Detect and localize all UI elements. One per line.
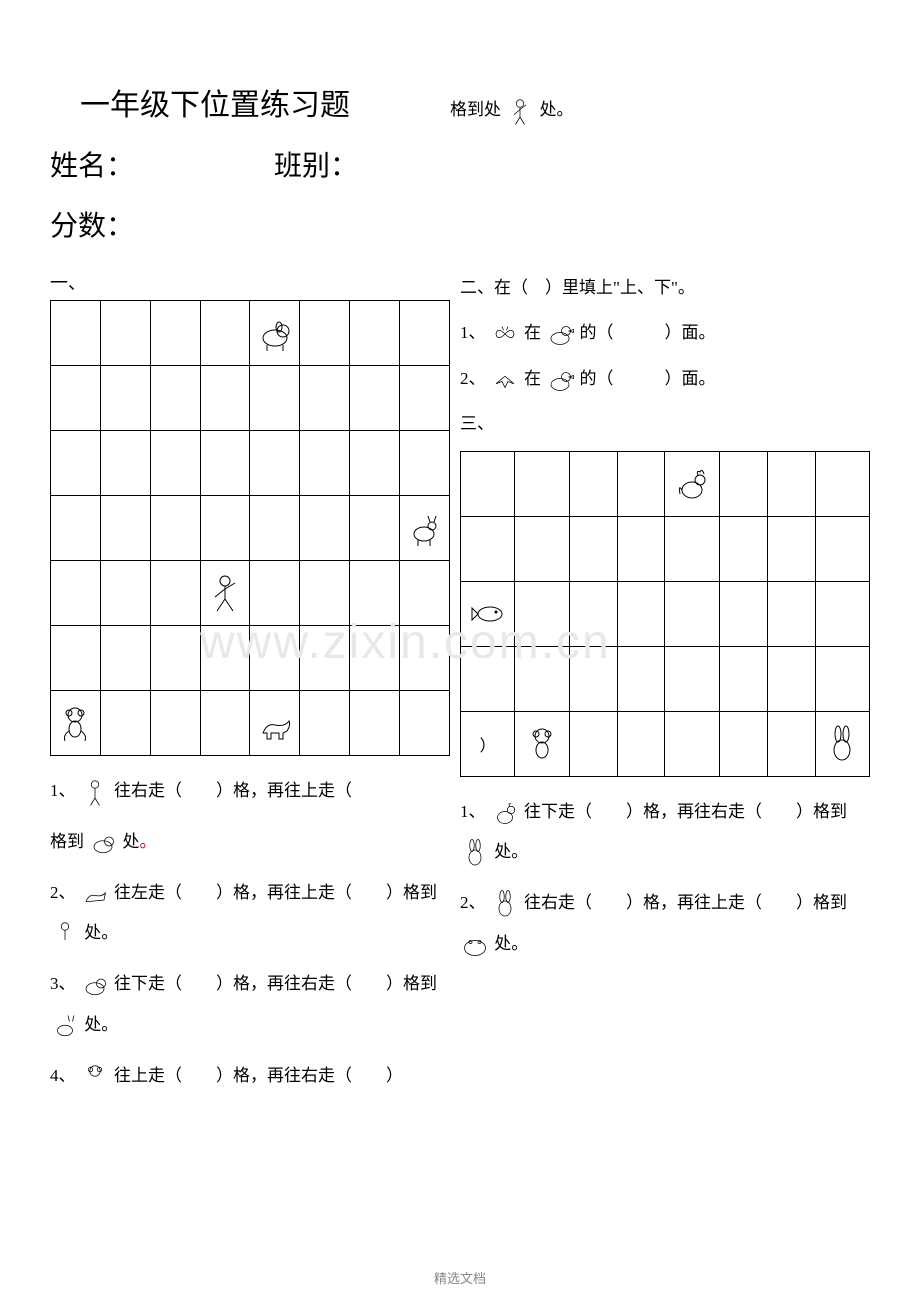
questions-one: 1、 往右走（ ）格，再往上走（ 格到 处。 2、 往左走（ ）格，再往上走（ … — [50, 771, 450, 1097]
q-num: 2、 — [50, 883, 76, 902]
elf-icon — [505, 96, 535, 126]
questions-three: 1、 往下走（ ）格，再往右走（ ）格到 处。 2、 往右走（ ）格，再往上走（… — [460, 792, 870, 965]
section-two: 二、在（ ）里填上"上、下"。 1、 在 的（ ）面。 2、 在 的（ ）面。 … — [460, 269, 870, 443]
q3-2: 2、 往右走（ ）格，再往上走（ ）格到 处。 — [460, 883, 870, 965]
q-text: 格到 — [50, 832, 84, 851]
q-text: 往右走（ ）格，再往上走（ — [114, 781, 352, 800]
q-text: 往右走（ ）格，再往上走（ ）格到 — [524, 893, 847, 912]
rooster-icon — [672, 464, 712, 504]
q-text: 往上走（ ）格，再往右走（ ） — [114, 1066, 403, 1085]
q1-1b: 格到 处。 — [50, 822, 450, 863]
q-text: 的（ ）面。 — [580, 369, 716, 388]
dinosaur-icon — [255, 703, 295, 743]
name-label: 姓名： — [50, 144, 134, 184]
q-text: 往左走（ ）格，再往上走（ ）格到 — [114, 883, 437, 902]
q-num: 4、 — [50, 1066, 76, 1085]
column-right: 二、在（ ）里填上"上、下"。 1、 在 的（ ）面。 2、 在 的（ ）面。 … — [460, 269, 870, 1107]
rabbit-icon — [822, 724, 862, 764]
q2-1: 1、 在 的（ ）面。 — [460, 314, 870, 351]
section-one-marker: 一、 — [50, 269, 450, 295]
q-num: 1、 — [50, 781, 76, 800]
duck-icon — [545, 319, 575, 349]
q-num: 1、 — [460, 323, 486, 342]
dog-icon — [88, 828, 118, 858]
header-line: 姓名： 班别： — [50, 144, 870, 184]
monkey-icon — [55, 703, 95, 743]
grid-one — [50, 300, 450, 756]
score-line: 分数： — [50, 204, 870, 244]
elf-icon — [205, 573, 245, 613]
deer-icon — [50, 1011, 80, 1041]
frag-prefix: 格到处 — [450, 100, 501, 119]
class-label: 班别： — [274, 144, 358, 184]
q-text: 往下走（ ）格，再往右走（ ）格到 — [524, 802, 847, 821]
elf-icon — [80, 777, 110, 807]
q-text: 处 — [123, 832, 140, 851]
frag-suffix: 处。 — [540, 100, 574, 119]
q-text: 往下走（ ）格，再往右走（ ）格到 — [114, 974, 437, 993]
q-text: 在 — [524, 369, 541, 388]
eagle-icon — [490, 365, 520, 395]
q1-3: 3、 往下走（ ）格，再往右走（ ）格到 处。 — [50, 964, 450, 1046]
rabbit-icon — [460, 838, 490, 868]
q3-1: 1、 往下走（ ）格，再往右走（ ）格到 处。 — [460, 792, 870, 874]
q-num: 2、 — [460, 893, 486, 912]
hippo-icon — [460, 930, 490, 960]
section-two-heading: 二、在（ ）里填上"上、下"。 — [460, 269, 870, 306]
dog-icon — [80, 970, 110, 1000]
q1-4: 4、 往上走（ ）格，再往右走（ ） — [50, 1056, 450, 1097]
monkey-icon — [522, 724, 562, 764]
column-left: 一、 — [50, 269, 450, 1107]
q1-1: 1、 往右走（ ）格，再往上走（ — [50, 771, 450, 812]
deer-icon — [404, 508, 444, 548]
q-text: 处。 — [494, 934, 528, 953]
q-num: 1、 — [460, 802, 486, 821]
q-text: 处。 — [84, 1015, 118, 1034]
q-num: 3、 — [50, 974, 76, 993]
rooster-icon — [490, 798, 520, 828]
top-fragment: 格到处 处。 — [450, 95, 574, 126]
fish-icon — [468, 594, 508, 634]
dog-icon — [255, 313, 295, 353]
grid-three: ） — [460, 451, 870, 777]
monkey-icon — [80, 1062, 110, 1092]
q-text: 处。 — [494, 842, 528, 861]
butterfly-icon — [490, 319, 520, 349]
duck-icon — [545, 365, 575, 395]
q2-2: 2、 在 的（ ）面。 — [460, 360, 870, 397]
elf-icon — [50, 919, 80, 949]
q-punct: 。 — [140, 832, 157, 851]
q-text: 的（ ）面。 — [580, 323, 716, 342]
q-text: 在 — [524, 323, 541, 342]
q-num: 2、 — [460, 369, 486, 388]
section-three-marker: 三、 — [460, 405, 870, 442]
q1-2: 2、 往左走（ ）格，再往上走（ ）格到 处。 — [50, 873, 450, 955]
dinosaur-icon — [80, 879, 110, 909]
footer: 精选文档 — [0, 1268, 920, 1287]
rabbit-icon — [490, 889, 520, 919]
q-text: 处。 — [84, 923, 118, 942]
